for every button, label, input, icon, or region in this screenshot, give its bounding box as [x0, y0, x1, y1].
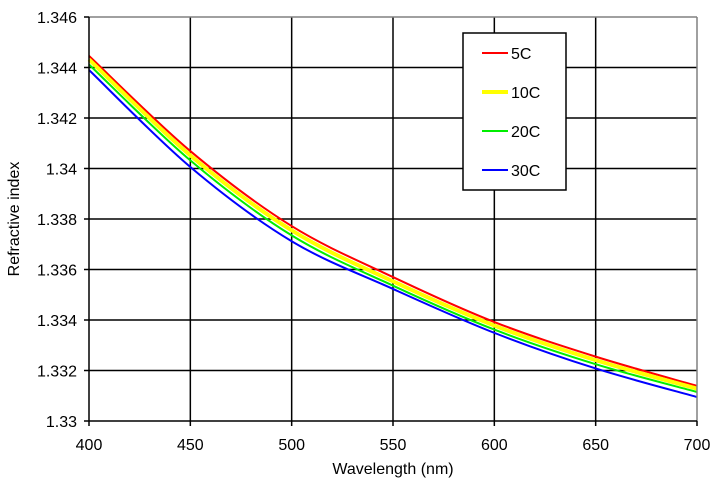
- series-line-20c: [88, 63, 698, 393]
- x-tick-label: 500: [278, 437, 305, 454]
- legend-box: [462, 32, 567, 191]
- series-line-30c: [88, 69, 698, 398]
- legend-item-10c: 10C: [482, 85, 540, 102]
- series-line-5c: [88, 55, 698, 387]
- y-tick-label: 1.336: [37, 263, 77, 280]
- y-tick-label: 1.334: [37, 313, 77, 330]
- legend-item-30c: 30C: [482, 163, 540, 180]
- y-tick-label: 1.346: [37, 10, 77, 27]
- legend-label: 20C: [511, 124, 540, 141]
- y-tick-label: 1.332: [37, 364, 77, 381]
- y-tick-label: 1.33: [46, 414, 77, 431]
- x-tick-label: 650: [582, 437, 609, 454]
- x-tick-label: 450: [177, 437, 204, 454]
- x-tick-label: 400: [76, 437, 103, 454]
- y-axis-title: Refractive index: [6, 162, 23, 277]
- y-tick-label: 1.344: [37, 61, 77, 78]
- y-tick-label: 1.338: [37, 212, 77, 229]
- x-tick-label: 700: [684, 437, 711, 454]
- x-tick-label: 550: [380, 437, 407, 454]
- series-lines: [87, 55, 698, 398]
- legend-item-5c: 5C: [482, 46, 531, 63]
- tick-labels: 1.33 1.332 1.334 1.336 1.338 1.34 1.342 1.344 1.…: [37, 10, 710, 454]
- y-tick-label: 1.342: [37, 111, 77, 128]
- legend-item-20c: 20C: [482, 124, 540, 141]
- y-tick-label: 1.34: [46, 162, 77, 179]
- x-axis-title: Wavelength (nm): [332, 461, 453, 478]
- legend: 5C 10C 20C 30C: [462, 32, 567, 191]
- legend-label: 30C: [511, 163, 540, 180]
- series-line-10c: [87, 57, 698, 391]
- x-tick-label: 600: [481, 437, 508, 454]
- axes: [84, 16, 698, 426]
- legend-label: 10C: [511, 85, 540, 102]
- legend-label: 5C: [511, 46, 531, 63]
